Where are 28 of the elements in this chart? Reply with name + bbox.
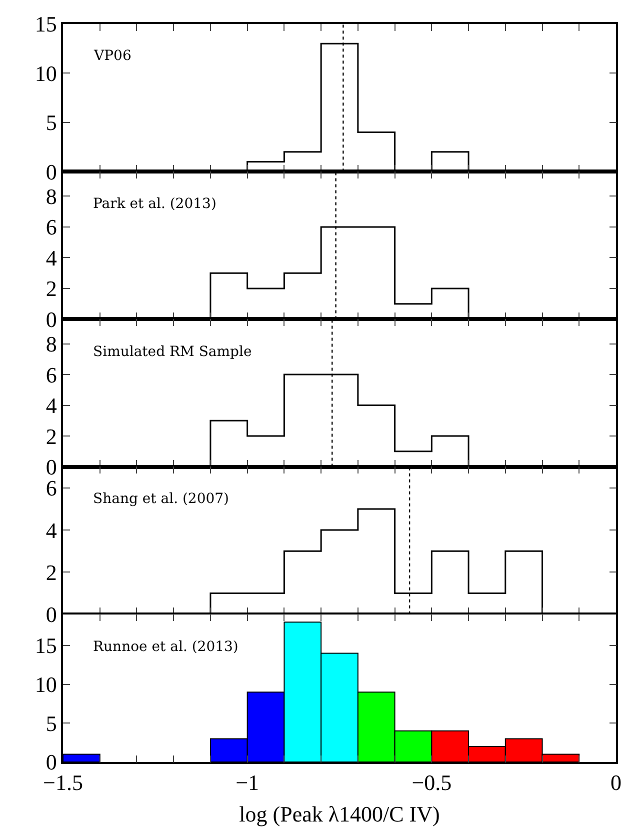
y-tick-label: 15 bbox=[34, 12, 57, 37]
annotation: Park et al. (2013) bbox=[93, 196, 216, 212]
x-axis-title: log (Peak λ1400/C IV) bbox=[239, 802, 440, 827]
y-tick-label: 4 bbox=[46, 245, 57, 270]
annotation: Shang et al. (2007) bbox=[93, 491, 230, 507]
y-tick-label: 4 bbox=[46, 518, 57, 543]
y-tick-label: 2 bbox=[46, 276, 57, 302]
annotation: Simulated RM Sample bbox=[93, 344, 252, 360]
y-tick-label: 0 bbox=[46, 306, 57, 332]
y-tick-label: 2 bbox=[46, 560, 57, 585]
annotation: VP06 bbox=[93, 48, 132, 64]
y-tick-label: 4 bbox=[46, 393, 57, 418]
y-tick-label: 0 bbox=[46, 602, 57, 628]
y-tick-label: 5 bbox=[46, 110, 57, 136]
y-tick-label: 8 bbox=[46, 332, 57, 356]
x-tick-label: 0 bbox=[610, 770, 622, 796]
x-tick-label: −1 bbox=[236, 770, 260, 796]
x-tick-label: −0.5 bbox=[412, 770, 452, 796]
y-tick-label: 5 bbox=[46, 710, 57, 736]
y-tick-label: 6 bbox=[46, 362, 57, 388]
y-tick-label: 6 bbox=[46, 214, 57, 240]
y-tick-label: 8 bbox=[46, 184, 57, 209]
y-tick-label: 15 bbox=[34, 633, 57, 658]
annotation: Runnoe et al. (2013) bbox=[93, 639, 238, 655]
y-tick-label: 10 bbox=[34, 672, 57, 698]
y-tick-label: 10 bbox=[34, 60, 57, 86]
y-tick-label: 0 bbox=[46, 159, 57, 184]
y-tick-label: 2 bbox=[46, 424, 57, 449]
